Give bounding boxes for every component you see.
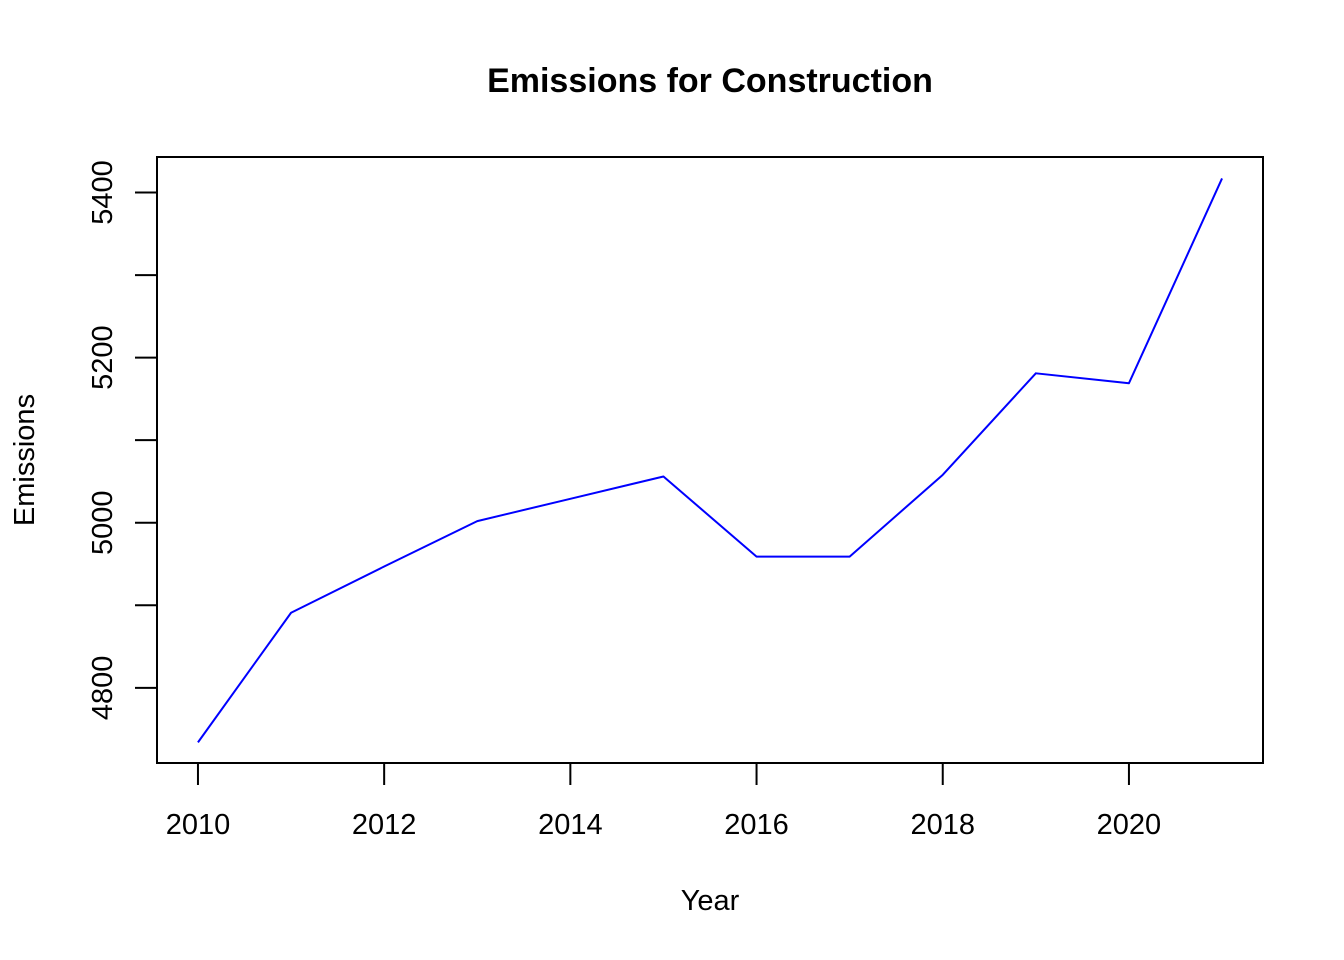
y-axis: 4800 5000 5200 5400 <box>87 160 158 721</box>
y-tick-label: 4800 <box>87 656 119 721</box>
x-tick-label: 2020 <box>1097 809 1162 841</box>
series-group <box>197 178 1223 743</box>
y-axis-label: Emissions <box>9 394 41 526</box>
chart-title: Emissions for Construction <box>487 62 933 100</box>
x-axis-label: Year <box>681 885 740 917</box>
y-tick-label: 5000 <box>87 490 119 555</box>
x-tick-label: 2018 <box>910 809 975 841</box>
x-tick-label: 2016 <box>724 809 789 841</box>
x-tick-label: 2010 <box>166 809 231 841</box>
x-tick-label: 2012 <box>352 809 417 841</box>
x-tick-label: 2014 <box>538 809 603 841</box>
series-line <box>197 178 1223 743</box>
y-tick-label: 5200 <box>87 325 119 390</box>
y-tick-label: 5400 <box>87 160 119 225</box>
x-axis: 2010 2012 2014 2016 2018 2020 <box>166 762 1162 841</box>
